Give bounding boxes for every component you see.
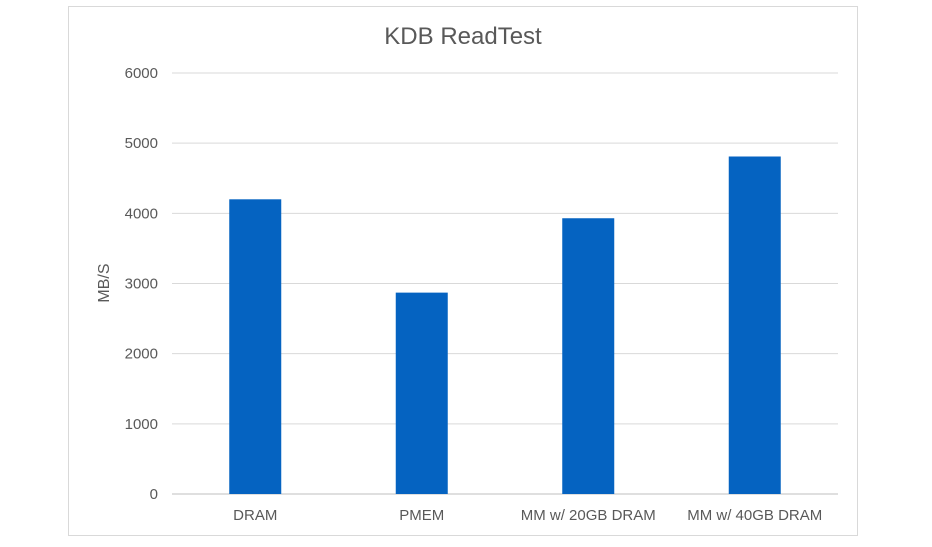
x-axis-ticks: DRAM PMEM MM w/ 20GB DRAM MM w/ 40GB DRAM xyxy=(233,507,822,524)
y-axis-ticks: 0 1000 2000 3000 4000 5000 6000 xyxy=(125,65,158,503)
bar-dram xyxy=(229,199,282,495)
y-tick-label: 5000 xyxy=(125,135,158,152)
y-tick-label: 2000 xyxy=(125,346,158,363)
y-tick-label: 0 xyxy=(150,486,158,503)
y-tick-label: 1000 xyxy=(125,416,158,433)
bars xyxy=(229,156,781,495)
y-tick-label: 6000 xyxy=(125,65,158,82)
bar-mm-w-40gb-dram xyxy=(728,156,781,494)
y-axis-label: MB/S xyxy=(96,263,113,302)
bar-pmem xyxy=(395,292,448,494)
x-tick-label: DRAM xyxy=(233,507,277,524)
x-tick-label: PMEM xyxy=(399,507,444,524)
chart-title: KDB ReadTest xyxy=(384,23,542,50)
y-tick-label: 3000 xyxy=(125,276,158,293)
y-tick-label: 4000 xyxy=(125,205,158,222)
x-tick-label: MM w/ 20GB DRAM xyxy=(521,507,656,524)
x-tick-label: MM w/ 40GB DRAM xyxy=(687,507,822,524)
gridlines xyxy=(172,72,838,495)
bar-mm-w-20gb-dram xyxy=(562,218,615,494)
chart-frame xyxy=(68,6,858,536)
